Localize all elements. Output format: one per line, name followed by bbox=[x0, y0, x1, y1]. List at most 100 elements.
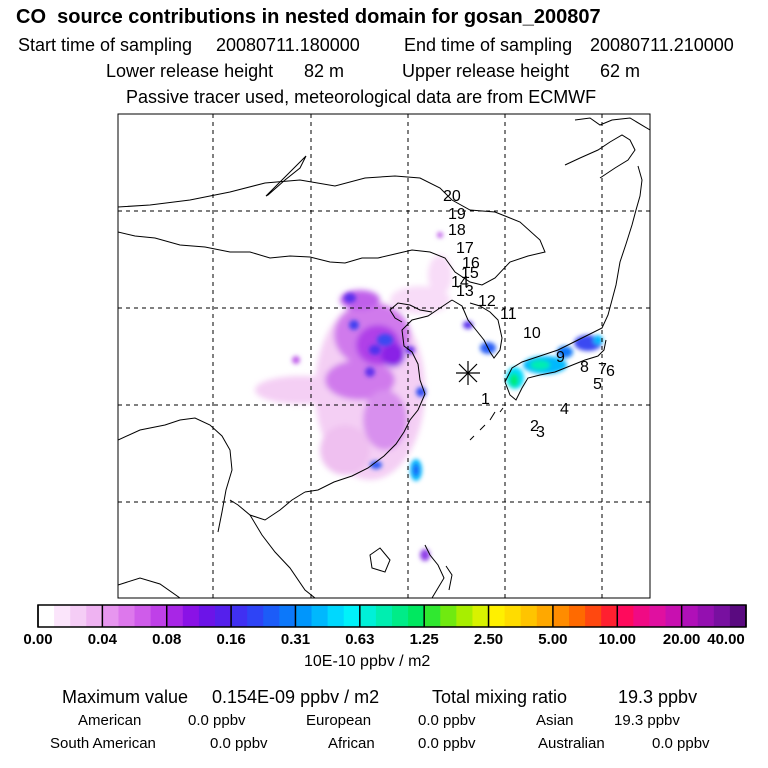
colorbar-swatch bbox=[375, 605, 393, 627]
south-american-value: 0.0 ppbv bbox=[210, 735, 268, 752]
colorbar-swatch bbox=[150, 605, 168, 627]
lower-release-value: 82 m bbox=[304, 61, 345, 81]
total-mixing-value: 19.3 ppbv bbox=[618, 687, 698, 707]
european-label: European bbox=[306, 712, 372, 729]
american-label: American bbox=[78, 712, 142, 729]
trajectory-point-label: 20 bbox=[443, 188, 461, 205]
colorbar-swatch bbox=[182, 605, 200, 627]
colorbar-swatch bbox=[392, 605, 409, 627]
lower-release-label: Lower release height bbox=[106, 61, 274, 81]
max-value: 0.154E-09 ppbv / m2 bbox=[212, 687, 380, 707]
trajectory-point-label: 12 bbox=[478, 293, 496, 310]
trajectory-point-label: 8 bbox=[580, 359, 589, 376]
colorbar-tick-label: 20.00 bbox=[662, 631, 701, 648]
lat-lon-grid bbox=[118, 114, 650, 598]
colorbar-swatch bbox=[649, 605, 667, 627]
colorbar-swatch bbox=[713, 605, 731, 627]
receptor-marker bbox=[456, 361, 480, 385]
colorbar-swatch bbox=[118, 605, 136, 627]
colorbar-swatch bbox=[633, 605, 650, 627]
map-frame bbox=[117, 113, 651, 599]
total-mixing-label: Total mixing ratio bbox=[432, 687, 568, 707]
colorbar-swatch bbox=[569, 605, 586, 627]
colorbar-swatch bbox=[665, 605, 683, 627]
colorbar-tick-label: 40.00 bbox=[707, 631, 745, 648]
colorbar bbox=[37, 604, 747, 628]
australian-label: Australian bbox=[538, 735, 605, 752]
trajectory-point-label: 13 bbox=[456, 283, 474, 300]
colorbar-tick-label: 10.00 bbox=[598, 631, 637, 648]
trajectory-point-label: 17 bbox=[456, 240, 474, 257]
trajectory-point-label: 4 bbox=[560, 401, 569, 418]
colorbar-swatch bbox=[102, 605, 119, 627]
colorbar-tick-label: 0.16 bbox=[216, 631, 246, 648]
trajectory-point-label: 19 bbox=[448, 206, 466, 223]
end-time-value: 20080711.210000 bbox=[590, 35, 734, 55]
colorbar-swatch bbox=[134, 605, 152, 627]
south-american-label: South American bbox=[50, 735, 156, 752]
colorbar-swatch bbox=[617, 605, 634, 627]
colorbar-swatch bbox=[166, 605, 184, 627]
colorbar-swatch bbox=[86, 605, 103, 627]
colorbar-frame bbox=[37, 604, 747, 628]
asian-label: Asian bbox=[536, 712, 574, 729]
colorbar-swatch bbox=[295, 605, 313, 627]
colorbar-swatch bbox=[54, 605, 71, 627]
colorbar-swatch bbox=[247, 605, 264, 627]
plot-title: CO source contributions in nested domain… bbox=[16, 6, 601, 28]
american-value: 0.0 ppbv bbox=[188, 712, 246, 729]
colorbar-tick-label: 1.25 bbox=[409, 631, 439, 648]
tracer-note: Passive tracer used, meteorological data… bbox=[126, 87, 597, 107]
colorbar-swatch bbox=[472, 605, 490, 627]
australian-value: 0.0 ppbv bbox=[652, 735, 710, 752]
colorbar-swatch bbox=[520, 605, 538, 627]
trajectory-point-label: 18 bbox=[448, 222, 466, 239]
upper-release-label: Upper release height bbox=[402, 61, 570, 81]
colorbar-unit: 10E-10 ppbv / m2 bbox=[304, 653, 431, 670]
colorbar-tick-label: 0.08 bbox=[152, 631, 182, 648]
max-value-label: Maximum value bbox=[62, 687, 189, 707]
colorbar-swatch bbox=[601, 605, 618, 627]
colorbar-swatch bbox=[504, 605, 522, 627]
trajectory-point-label: 5 bbox=[593, 376, 602, 393]
trajectory-point-label: 1 bbox=[481, 391, 490, 408]
asian-value: 19.3 ppbv bbox=[614, 712, 680, 729]
european-value: 0.0 ppbv bbox=[418, 712, 476, 729]
colorbar-swatch bbox=[440, 605, 457, 627]
concentration-field bbox=[255, 232, 603, 561]
colorbar-swatch bbox=[729, 605, 747, 627]
colorbar-tick-label: 0.00 bbox=[23, 631, 53, 648]
coastlines bbox=[118, 117, 650, 598]
colorbar-swatch bbox=[327, 605, 345, 627]
african-label: African bbox=[328, 735, 375, 752]
trajectory-point-label: 15 bbox=[461, 265, 479, 282]
colorbar-swatch bbox=[488, 605, 506, 627]
colorbar-swatch bbox=[408, 605, 425, 627]
trajectory-point-label: 11 bbox=[500, 306, 517, 323]
colorbar-swatch bbox=[38, 605, 55, 627]
colorbar-swatch bbox=[456, 605, 473, 627]
colorbar-swatch bbox=[536, 605, 554, 627]
african-value: 0.0 ppbv bbox=[418, 735, 476, 752]
colorbar-tick-label: 0.04 bbox=[87, 631, 117, 648]
trajectory-point-label: 14 bbox=[451, 274, 469, 291]
trajectory-point-label: 7 bbox=[598, 361, 607, 378]
end-time-label: End time of sampling bbox=[404, 35, 573, 55]
colorbar-swatch bbox=[231, 605, 248, 627]
trajectory-point-label: 2 bbox=[530, 418, 539, 435]
colorbar-tick-label: 2.50 bbox=[473, 631, 504, 648]
colorbar-swatch bbox=[279, 605, 296, 627]
colorbar-swatch bbox=[215, 605, 232, 627]
colorbar-tick-label: 0.31 bbox=[280, 631, 311, 648]
colorbar-swatch bbox=[343, 605, 361, 627]
colorbar-swatch bbox=[70, 605, 87, 627]
colorbar-tick-label: 0.63 bbox=[345, 631, 375, 648]
trajectory-point-label: 10 bbox=[523, 325, 541, 342]
trajectory-point-label: 16 bbox=[462, 255, 480, 272]
colorbar-swatch bbox=[263, 605, 280, 627]
start-time-label: Start time of sampling bbox=[18, 35, 193, 55]
colorbar-swatch bbox=[585, 605, 602, 627]
colorbar-swatch bbox=[311, 605, 329, 627]
